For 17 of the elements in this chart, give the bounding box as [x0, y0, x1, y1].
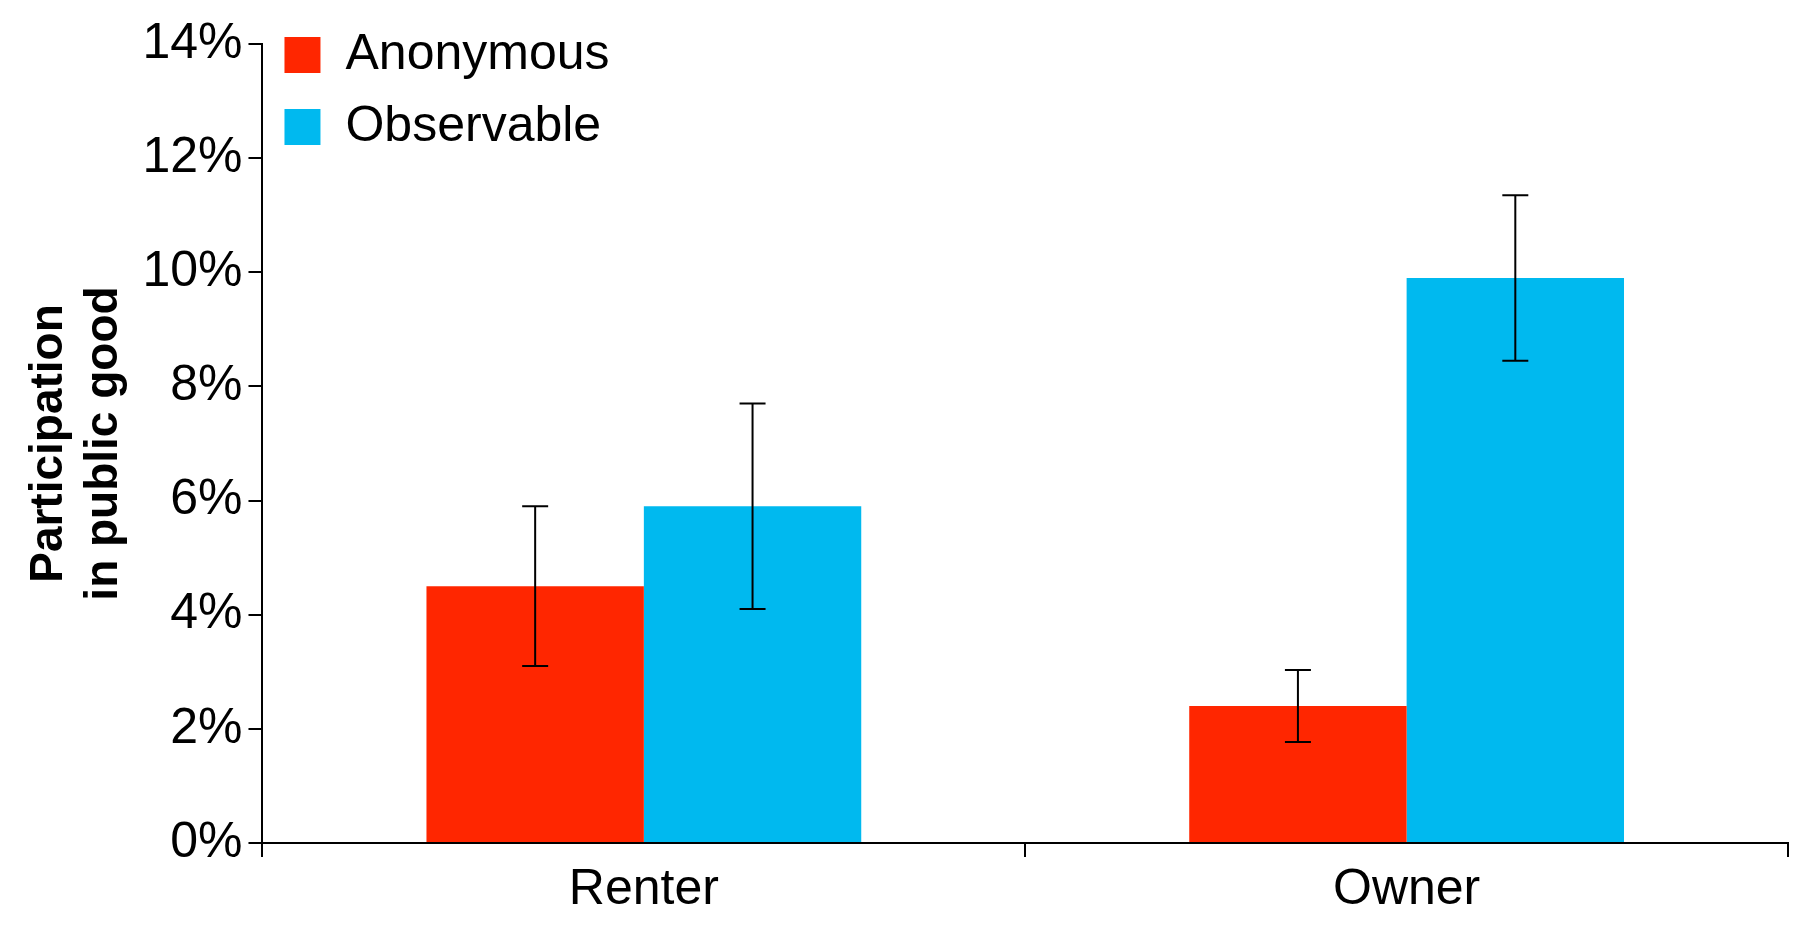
y-tick-label: 14%	[142, 12, 243, 69]
y-tick-label: 4%	[170, 583, 243, 640]
bar	[1406, 277, 1625, 842]
y-tick-label: 0%	[170, 811, 243, 868]
bar	[643, 506, 862, 842]
legend-label: Anonymous	[345, 23, 610, 80]
bar	[1189, 706, 1407, 842]
y-tick-label: 10%	[142, 241, 243, 298]
x-tick-label: Renter	[568, 858, 719, 915]
y-tick-label: 8%	[170, 355, 243, 412]
legend-label: Observable	[345, 95, 602, 152]
y-tick-label: 12%	[142, 126, 243, 183]
x-tick-label: Owner	[1332, 858, 1481, 915]
bar	[426, 586, 644, 842]
y-tick-label: 2%	[170, 697, 243, 754]
y-tick-label: 6%	[170, 469, 243, 526]
y-axis-title: Participation in public good	[20, 286, 128, 601]
